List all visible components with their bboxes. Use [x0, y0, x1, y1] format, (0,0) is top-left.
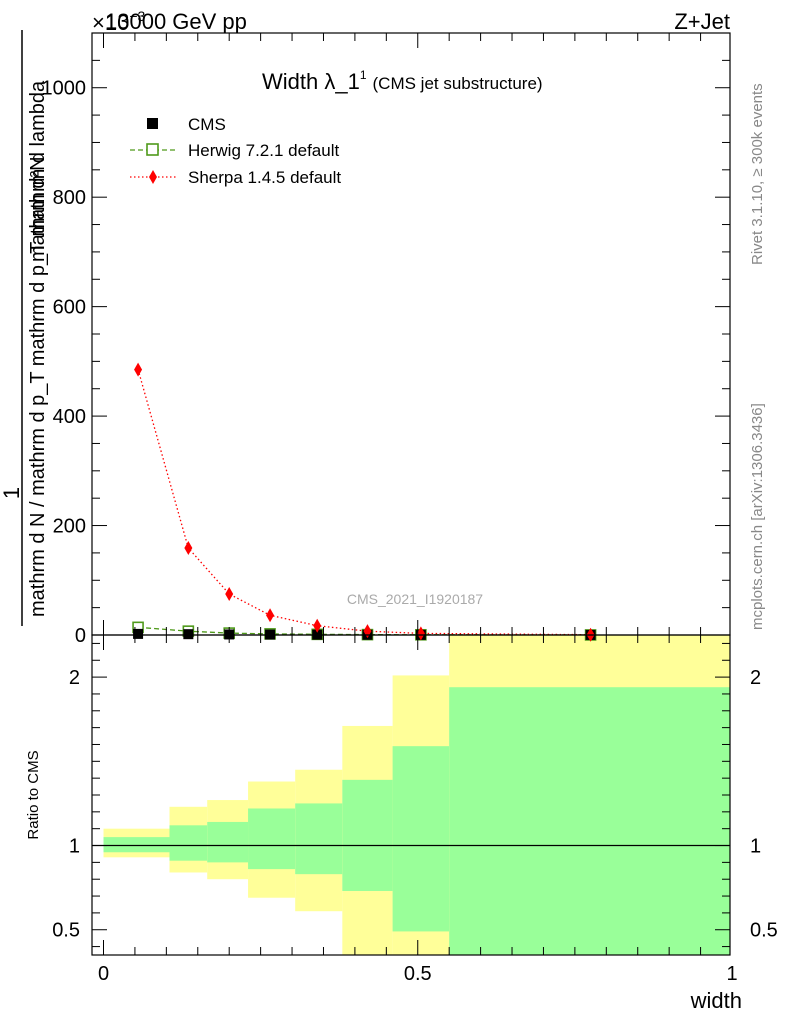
- xtick-label: 0.5: [404, 963, 432, 985]
- sherpa-point-4: [313, 618, 322, 633]
- axes: 0 200 400 600 800 1000 0 0.5 1 0.5 0.5 1 1 2 2: [42, 32, 778, 985]
- ratio-stat-band-0: [103, 837, 170, 853]
- main-ytick-label: 200: [53, 516, 86, 538]
- legend: CMS Herwig 7.2.1 default Sherpa 1.4.5 de…: [130, 115, 341, 187]
- ratio-stat-band-4: [295, 803, 343, 875]
- ratio-stat-band-7: [449, 687, 730, 955]
- sherpa-point-1: [184, 540, 193, 555]
- legend-label-sherpa: Sherpa 1.4.5 default: [188, 168, 341, 187]
- ratio-stat-band-1: [169, 825, 208, 861]
- xtick-label: 1: [726, 963, 737, 985]
- ratio-bands: [92, 635, 730, 955]
- main-ytick-label: 1000: [42, 78, 87, 100]
- ratio-ytick-label-left: 1: [69, 836, 80, 858]
- legend-marker-sherpa: [149, 170, 157, 184]
- legend-marker-cms: [147, 118, 158, 129]
- energy-label: 13000 GeV pp: [105, 9, 247, 34]
- legend-marker-herwig: [146, 143, 159, 156]
- x-axis-title: width: [690, 988, 742, 1013]
- main-ylabel: 1 mathrm d N / mathrm d p_T mathrm d p_T…: [0, 30, 49, 626]
- main-ytick-label: 800: [53, 187, 86, 209]
- ratio-stat-band-3: [248, 808, 296, 870]
- ratio-stat-band-6: [392, 746, 450, 932]
- cms-point-1: [183, 629, 194, 640]
- ratio-ytick-label-right: 0.5: [750, 920, 778, 942]
- ratio-ytick-label-right: 2: [750, 667, 761, 689]
- ylabel-denominator: mathrm d N / mathrm d p_T mathrm d p_T m…: [27, 80, 49, 617]
- analysis-watermark: CMS_2021_I1920187: [347, 591, 483, 607]
- sherpa-point-2: [225, 586, 234, 601]
- ratio-stat-band-2: [207, 821, 249, 863]
- main-ytick-label: 0: [75, 625, 86, 647]
- ylabel-numerator: mathrm d²N: [27, 156, 49, 262]
- sherpa-line: [137, 369, 591, 636]
- ratio-ytick-label-left: 0.5: [52, 920, 80, 942]
- ratio-ylabel: Ratio to CMS: [25, 750, 42, 839]
- xtick-label: 0: [98, 963, 109, 985]
- ratio-ytick-label-left: 2: [69, 667, 80, 689]
- plot-title: Width λ_11 (CMS jet substructure): [262, 68, 543, 94]
- main-ytick-label: 400: [53, 406, 86, 428]
- sherpa-point-3: [266, 608, 275, 623]
- exponent-label: ×10−3: [92, 8, 146, 35]
- ylabel-one: 1: [0, 487, 24, 499]
- cms-point-0: [133, 628, 144, 639]
- ratio-stat-band-5: [342, 779, 393, 891]
- rivet-label: Rivet 3.1.10, ≥ 300k events: [749, 83, 766, 265]
- legend-label-cms: CMS: [188, 115, 226, 134]
- sherpa-point-0: [134, 362, 143, 377]
- process-label: Z+Jet: [674, 9, 730, 34]
- ratio-ytick-label-right: 1: [750, 836, 761, 858]
- mcplots-label: mcplots.cern.ch [arXiv:1306.3436]: [749, 403, 766, 630]
- sherpa-point-6: [416, 626, 425, 641]
- legend-label-herwig: Herwig 7.2.1 default: [188, 141, 339, 160]
- main-ytick-label: 600: [53, 297, 86, 319]
